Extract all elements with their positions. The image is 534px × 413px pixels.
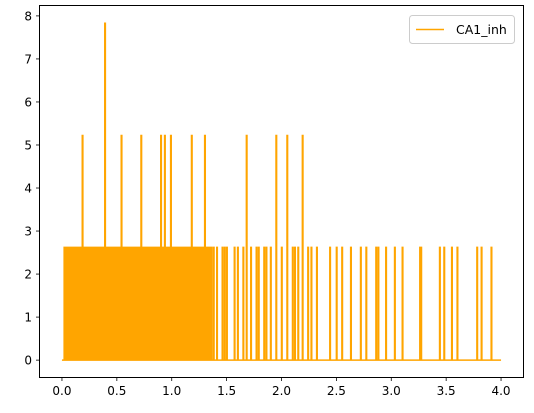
x-tick-label: 0.0 [52, 384, 71, 398]
y-tick-label: 1 [24, 311, 32, 325]
axes-frame [39, 5, 524, 378]
y-tick-label: 4 [24, 182, 32, 196]
x-tick-label: 2.0 [272, 384, 291, 398]
y-tick-label: 5 [24, 138, 32, 152]
legend-label-ca1-inh: CA1_inh [456, 22, 507, 37]
y-tick-label: 8 [24, 9, 32, 23]
legend-box [409, 15, 515, 44]
x-tick-label: 3.5 [437, 384, 456, 398]
y-tick-label: 0 [24, 354, 32, 368]
series-line-ca1-inh [61, 22, 502, 361]
y-tick-label: 6 [24, 95, 32, 109]
y-tick-label: 7 [24, 52, 32, 66]
y-tick-label: 2 [24, 268, 32, 282]
x-tick-label: 0.5 [107, 384, 126, 398]
x-tick-label: 2.5 [327, 384, 346, 398]
x-tick-label: 1.5 [217, 384, 236, 398]
y-tick-label: 3 [24, 225, 32, 239]
y-axis-ticks: 0 1 2 3 4 5 6 7 8 [24, 9, 40, 368]
x-tick-label: 3.0 [382, 384, 401, 398]
x-tick-label: 4.0 [491, 384, 510, 398]
x-axis-ticks: 0.0 0.5 1.0 1.5 2.0 2.5 3.0 3.5 4.0 [52, 377, 511, 398]
plot-area [61, 22, 502, 361]
legend: CA1_inh [409, 15, 515, 44]
x-tick-label: 1.0 [162, 384, 181, 398]
